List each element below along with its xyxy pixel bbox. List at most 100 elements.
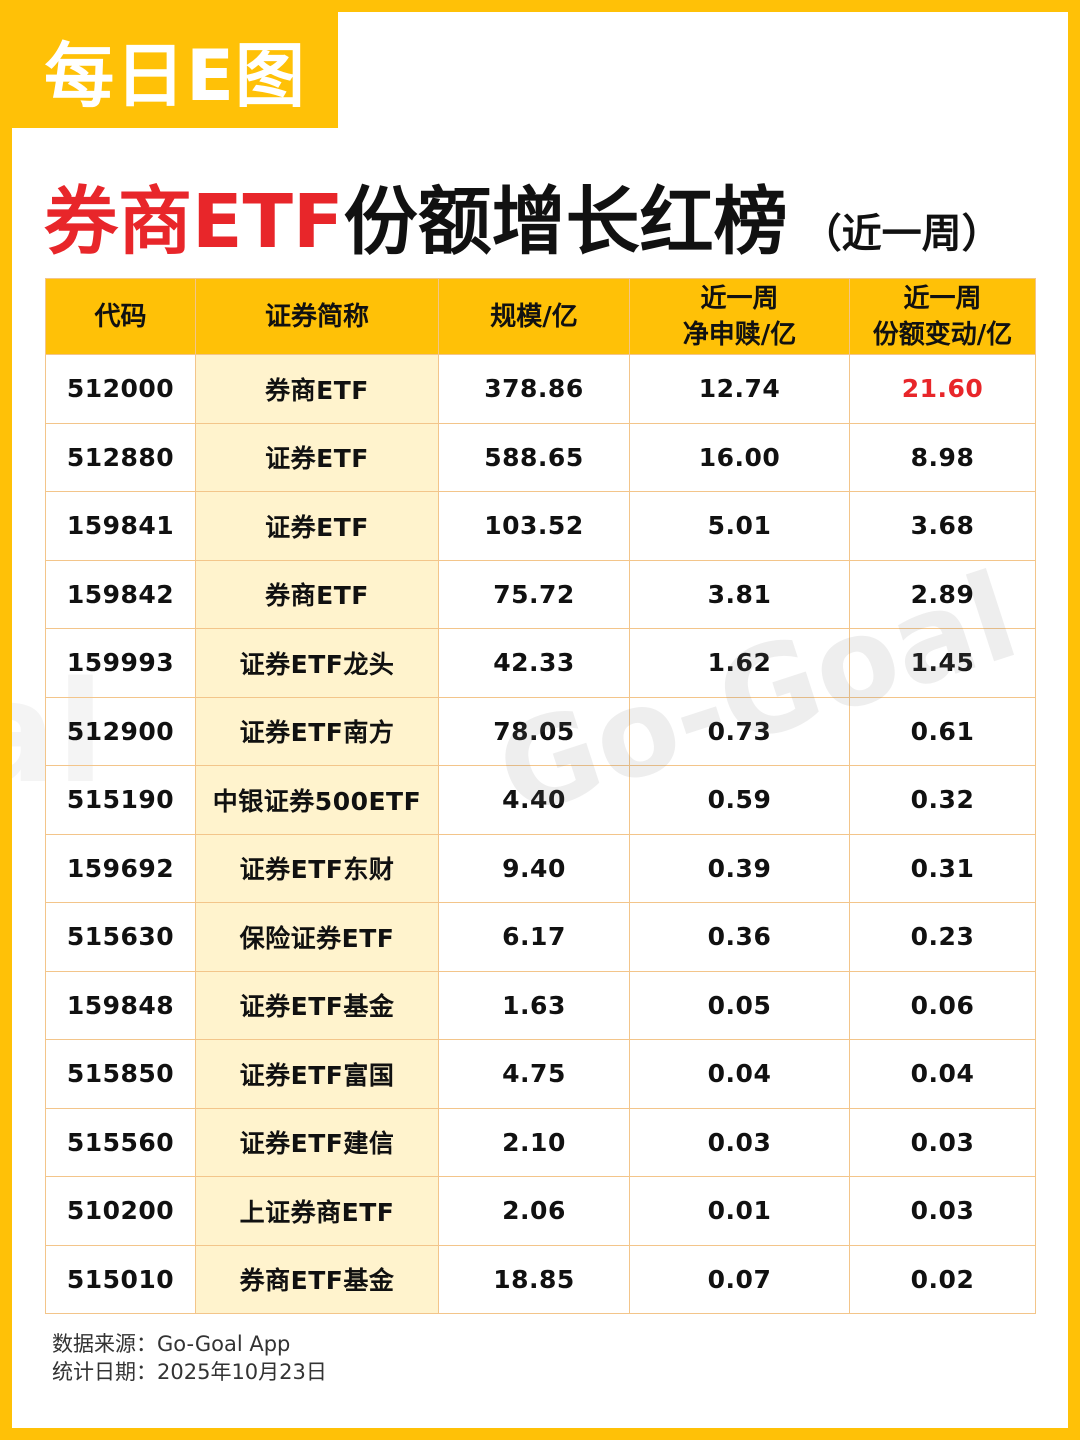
table-row: 512880 证券ETF 588.65 16.00 8.98 [45,422,1036,492]
name-cell: 证券ETF建信 [195,1107,439,1177]
net-flow-cell: 0.04 [629,1039,850,1109]
header-scale: 规模/亿 [438,278,630,355]
net-flow-cell: 0.39 [629,833,850,903]
title-etf-name: 券商ETF [44,179,344,265]
poster-card: 每日E图 券商ETF 份额增长红榜 （近一周） al 代码证券简称规模/亿近一周… [12,12,1068,1428]
net-flow-cell: 3.81 [629,559,850,629]
footer: 数据来源：Go-Goal App 统计日期：2025年10月23日 [52,1330,327,1386]
name-cell: 证券ETF [195,422,439,492]
code-cell: 515560 [45,1107,196,1177]
page-title: 券商ETF 份额增长红榜 （近一周） [44,162,1002,265]
share-change-cell: 0.32 [849,765,1036,835]
name-cell: 证券ETF东财 [195,833,439,903]
share-change-cell: 0.61 [849,696,1036,766]
scale-cell: 78.05 [438,696,630,766]
code-cell: 515190 [45,765,196,835]
table-row: 512900 证券ETF南方 78.05 0.73 0.61 [45,696,1036,766]
net-flow-cell: 0.73 [629,696,850,766]
header-share-change: 近一周 份额变动/亿 [849,278,1036,355]
scale-cell: 103.52 [438,491,630,561]
name-cell: 上证券商ETF [195,1176,439,1246]
name-cell: 证券ETF富国 [195,1039,439,1109]
net-flow-cell: 16.00 [629,422,850,492]
table-row: 515850 证券ETF富国 4.75 0.04 0.04 [45,1039,1036,1109]
title-period: （近一周） [801,211,1002,257]
table-header-row: 代码 证券简称 规模/亿 近一周 净申赎/亿 近一周 份额变动/亿 [45,278,1036,355]
code-cell: 515630 [45,902,196,972]
scale-cell: 378.86 [438,354,630,424]
header-code: 代码 [45,278,196,355]
name-cell: 证券ETF基金 [195,970,439,1040]
table-row: 512000 券商ETF 378.86 12.74 21.60 [45,354,1036,424]
name-cell: 保险证券ETF [195,902,439,972]
net-flow-cell: 5.01 [629,491,850,561]
code-cell: 512000 [45,354,196,424]
table-row: 515630 保险证券ETF 6.17 0.36 0.23 [45,902,1036,972]
net-flow-cell: 0.36 [629,902,850,972]
daily-e-chart-tag: 每日E图 [12,12,338,128]
code-cell: 159841 [45,491,196,561]
name-cell: 券商ETF [195,559,439,629]
share-change-cell: 0.04 [849,1039,1036,1109]
table-row: 159841 证券ETF 103.52 5.01 3.68 [45,491,1036,561]
code-cell: 159842 [45,559,196,629]
scale-cell: 9.40 [438,833,630,903]
share-change-cell: 0.03 [849,1176,1036,1246]
table-row: 159842 券商ETF 75.72 3.81 2.89 [45,559,1036,629]
code-cell: 510200 [45,1176,196,1246]
net-flow-cell: 12.74 [629,354,850,424]
name-cell: 证券ETF龙头 [195,628,439,698]
scale-cell: 4.75 [438,1039,630,1109]
table-row: 159848 证券ETF基金 1.63 0.05 0.06 [45,970,1036,1040]
share-change-cell: 2.89 [849,559,1036,629]
net-flow-cell: 0.07 [629,1244,850,1314]
name-cell: 券商ETF基金 [195,1244,439,1314]
net-flow-cell: 0.01 [629,1176,850,1246]
scale-cell: 2.10 [438,1107,630,1177]
net-flow-cell: 0.03 [629,1107,850,1177]
table-row: 159993 证券ETF龙头 42.33 1.62 1.45 [45,628,1036,698]
share-change-cell: 0.23 [849,902,1036,972]
scale-cell: 2.06 [438,1176,630,1246]
stat-date: 统计日期：2025年10月23日 [52,1360,327,1384]
scale-cell: 18.85 [438,1244,630,1314]
share-change-cell: 0.06 [849,970,1036,1040]
code-cell: 159692 [45,833,196,903]
code-cell: 159993 [45,628,196,698]
scale-cell: 75.72 [438,559,630,629]
share-change-cell: 0.03 [849,1107,1036,1177]
table-row: 159692 证券ETF东财 9.40 0.39 0.31 [45,833,1036,903]
table-body: 512000 券商ETF 378.86 12.74 21.60 512880 证券ETF 58… [45,354,1036,1314]
scale-cell: 6.17 [438,902,630,972]
table-row: 515560 证券ETF建信 2.10 0.03 0.03 [45,1107,1036,1177]
net-flow-cell: 1.62 [629,628,850,698]
table-row: 515010 券商ETF基金 18.85 0.07 0.02 [45,1244,1036,1314]
etf-ranking-table: 代码 证券简称 规模/亿 近一周 净申赎/亿 近一周 份额变动/亿 512000 券商ETF 3… [45,278,1036,1314]
code-cell: 515850 [45,1039,196,1109]
data-source: 数据来源：Go-Goal App [52,1332,291,1356]
share-change-cell: 1.45 [849,628,1036,698]
net-flow-cell: 0.05 [629,970,850,1040]
name-cell: 证券ETF [195,491,439,561]
header-name: 证券简称 [195,278,439,355]
header-net-flow: 近一周 净申赎/亿 [629,278,850,355]
code-cell: 512880 [45,422,196,492]
net-flow-cell: 0.59 [629,765,850,835]
scale-cell: 4.40 [438,765,630,835]
share-change-cell: 21.60 [849,354,1036,424]
share-change-cell: 3.68 [849,491,1036,561]
code-cell: 159848 [45,970,196,1040]
share-change-cell: 0.31 [849,833,1036,903]
scale-cell: 42.33 [438,628,630,698]
scale-cell: 588.65 [438,422,630,492]
table-row: 515190 中银证券500ETF 4.40 0.59 0.32 [45,765,1036,835]
title-main: 份额增长红榜 [343,179,788,265]
name-cell: 券商ETF [195,354,439,424]
code-cell: 515010 [45,1244,196,1314]
share-change-cell: 8.98 [849,422,1036,492]
code-cell: 512900 [45,696,196,766]
name-cell: 证券ETF南方 [195,696,439,766]
share-change-cell: 0.02 [849,1244,1036,1314]
name-cell: 中银证券500ETF [195,765,439,835]
scale-cell: 1.63 [438,970,630,1040]
